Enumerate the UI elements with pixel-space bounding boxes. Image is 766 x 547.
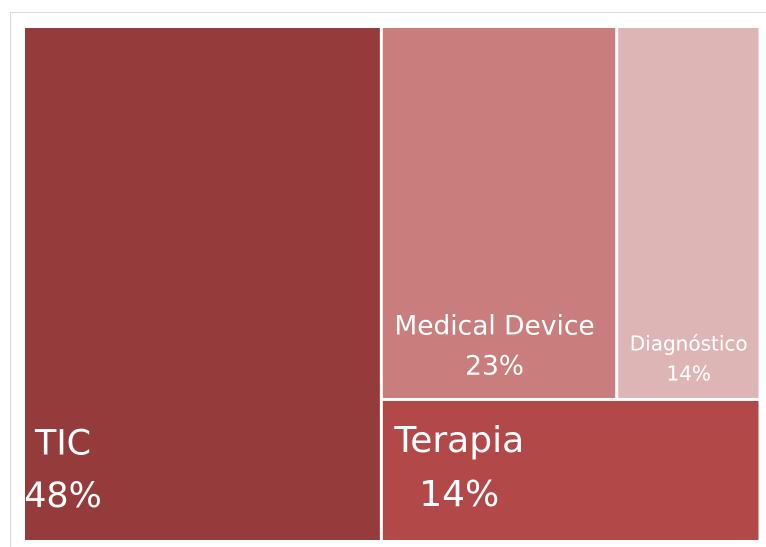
treemap-tile	[618, 28, 759, 398]
chart-frame	[10, 12, 766, 547]
tile-label: TIC	[34, 423, 91, 463]
treemap-tile	[382, 400, 759, 540]
tile-value-label: 23%	[465, 350, 524, 381]
tile-label: Diagnóstico	[630, 331, 748, 355]
tile-value-label: 14%	[666, 361, 711, 385]
tile-label: Terapia	[393, 420, 524, 461]
treemap-tile	[25, 28, 380, 540]
tile-label: Medical Device	[394, 311, 594, 342]
tile-value-label: 48%	[24, 476, 102, 516]
tile-value-label: 14%	[419, 474, 499, 515]
treemap-tile	[382, 28, 616, 398]
